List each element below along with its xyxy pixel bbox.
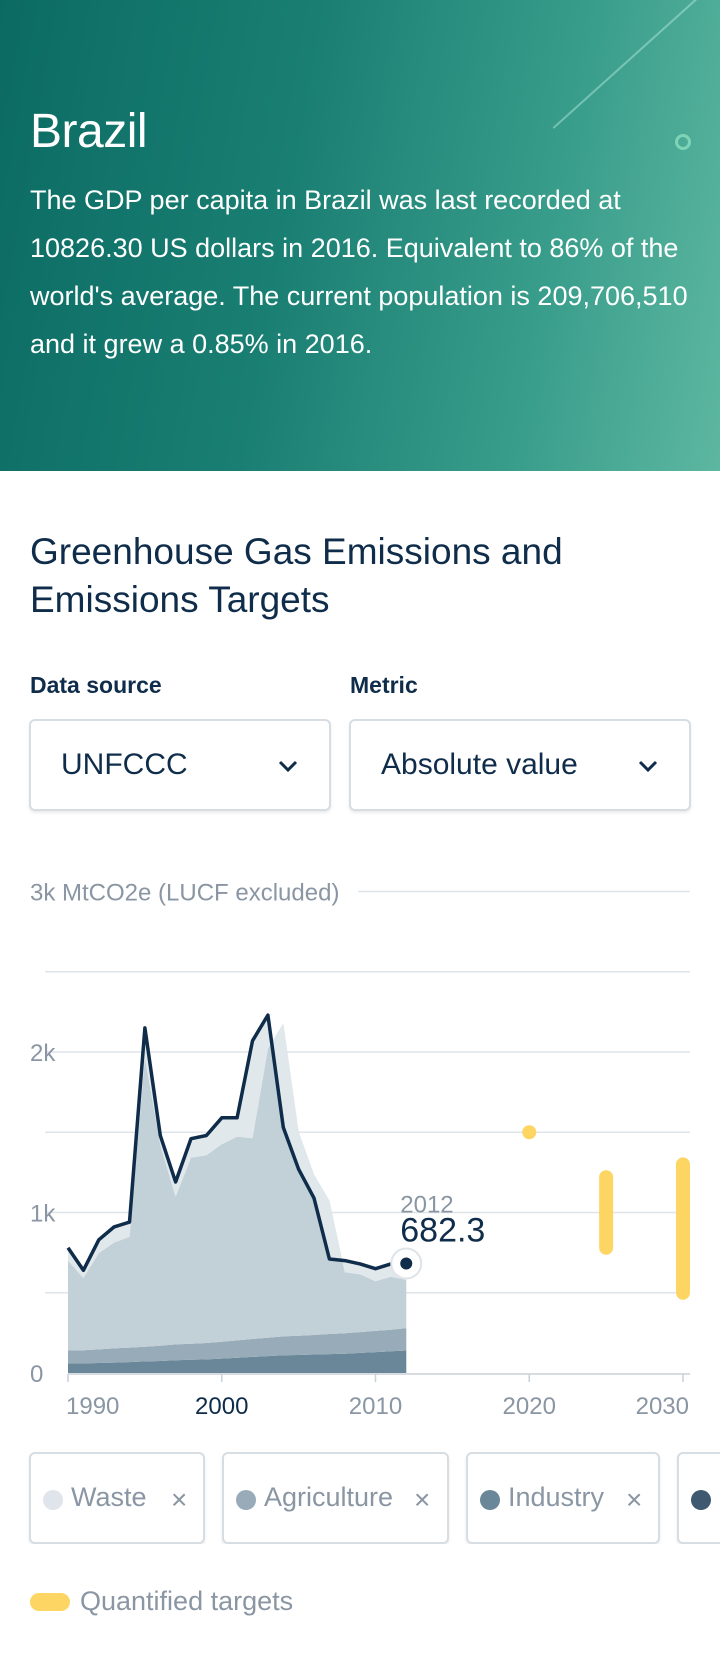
y-unit-label: 3k MtCO2e (LUCF excluded) (30, 880, 339, 907)
x-tick-label: 2030 (636, 1393, 689, 1420)
x-tick-label: 2000 (195, 1393, 248, 1420)
metric-select[interactable]: Absolute value (349, 719, 691, 811)
legend-chip-label: Waste (71, 1482, 147, 1512)
data-source-select[interactable]: UNFCCC (29, 719, 331, 811)
tooltip-value: 682.3 (400, 1211, 485, 1249)
targets-legend-label: Quantified targets (80, 1586, 294, 1616)
agriculture-dot-icon (236, 1490, 256, 1510)
country-title: Brazil (30, 105, 148, 158)
x-tick-label: 1990 (66, 1393, 119, 1420)
legend-chip-label: Agriculture (264, 1482, 394, 1512)
selected-point (400, 1257, 413, 1270)
metric-value: Absolute value (381, 748, 578, 781)
target-swatch-icon (30, 1592, 70, 1611)
y-tick-label: 1k (30, 1201, 56, 1228)
country-description: The GDP per capita in Brazil was last re… (30, 185, 688, 359)
x-tick-label: 2010 (349, 1393, 402, 1420)
area-agriculture (68, 1328, 407, 1364)
metric-label: Metric (350, 672, 418, 698)
data-source-label: Data source (30, 672, 162, 698)
decorative-streak (552, 0, 720, 129)
legend-chip-industry[interactable]: Industry × (466, 1452, 660, 1544)
chevron-down-icon (278, 760, 298, 773)
data-source-value: UNFCCC (61, 748, 188, 781)
y-tick-label: 0 (30, 1361, 43, 1388)
x-tick-label: 2020 (503, 1393, 556, 1420)
target-point-2020 (522, 1125, 537, 1140)
emissions-chart: 1990 2000 2010 2020 2030 0 1k 2k 3k MtCO2e (LUCF… (30, 880, 690, 1420)
legend-chips: Waste × Agriculture × Industry × (0, 1452, 720, 1544)
waste-dot-icon (43, 1490, 63, 1510)
chevron-down-icon (638, 760, 658, 773)
remove-icon[interactable]: × (171, 1484, 188, 1515)
area-waste (68, 1023, 407, 1351)
country-header: Brazil The GDP per capita in Brazil was … (0, 0, 720, 471)
area-industry (68, 1350, 407, 1373)
industry-dot-icon (480, 1490, 500, 1510)
section-title: Greenhouse Gas Emissions and Emissions T… (30, 531, 563, 620)
total-emissions-line (66, 1013, 407, 1273)
remove-icon[interactable]: × (626, 1484, 643, 1515)
sector-dot-icon (691, 1490, 711, 1510)
legend-chip-more[interactable] (677, 1452, 720, 1544)
decorative-ring (675, 134, 691, 150)
legend-chip-waste[interactable]: Waste × (29, 1452, 205, 1544)
targets-legend: Quantified targets (30, 1586, 293, 1617)
remove-icon[interactable]: × (414, 1484, 431, 1515)
tooltip-year: 2012 (400, 1191, 453, 1218)
legend-chip-agriculture[interactable]: Agriculture × (222, 1452, 449, 1544)
legend-chip-label: Industry (508, 1482, 605, 1512)
y-tick-label: 2k (30, 1040, 56, 1067)
